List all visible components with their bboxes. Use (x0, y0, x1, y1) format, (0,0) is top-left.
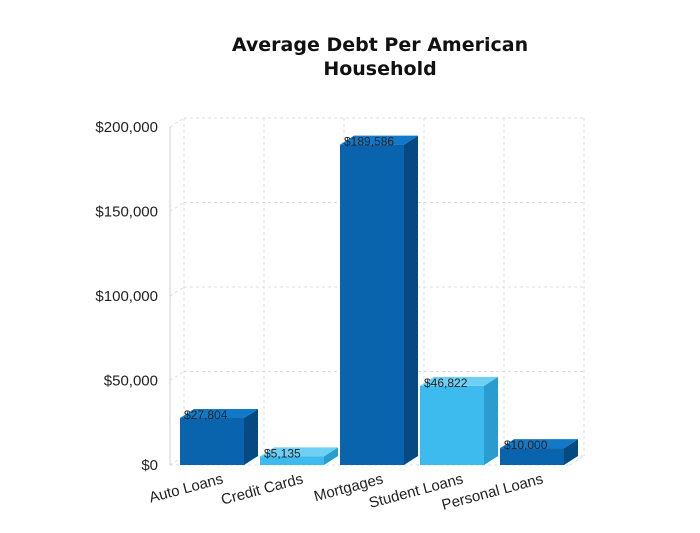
y-tick-label: $50,000 (104, 373, 158, 390)
gridline-depth (169, 371, 185, 381)
bar-personal-loans (500, 439, 578, 465)
bar-front (180, 418, 244, 465)
bar-top (260, 447, 338, 457)
y-tick-label: $0 (141, 457, 158, 474)
data-label: $10,000 (504, 438, 548, 452)
x-tick-label: Auto Loans (147, 470, 225, 506)
gridline-depth (169, 286, 185, 297)
bar-top (500, 439, 578, 449)
bar-side (484, 376, 498, 465)
bar-side (244, 409, 258, 465)
y-tick-label: $100,000 (95, 288, 158, 305)
floor-side (569, 455, 585, 466)
bar-credit-cards (260, 447, 338, 465)
gridline-depth (169, 117, 185, 128)
bar-top (420, 376, 498, 386)
y-tick-label: $150,000 (95, 204, 158, 221)
data-label: $46,822 (424, 376, 468, 390)
gridline-depth (169, 202, 185, 212)
bar-front (260, 456, 324, 465)
data-label: $5,135 (264, 446, 301, 460)
data-labels: $27,804 $5,135 $189,586 $46,822 $10,000 (184, 135, 548, 461)
data-label: $189,586 (344, 135, 394, 149)
bar-side (564, 439, 578, 465)
chart-title-line-1: Average Debt Per American (232, 34, 528, 56)
bar-top (180, 409, 258, 419)
data-label: $27,804 (184, 408, 228, 422)
y-tick-label: $200,000 (95, 119, 158, 136)
bar-mortgages (340, 135, 418, 465)
bars (180, 135, 578, 465)
bar-student-loans (420, 376, 498, 465)
axes: $0 $50,000 $100,000 $150,000 $200,000 (95, 119, 171, 474)
x-tick-label: Credit Cards (219, 470, 305, 508)
bar-top (340, 135, 418, 145)
bar-front (340, 144, 404, 465)
chart-title-line-2: Household (323, 58, 436, 80)
bar-front (420, 385, 484, 465)
bar-auto-loans (180, 409, 258, 465)
bar-front (500, 448, 564, 465)
bar-side (324, 447, 338, 465)
bar-side (404, 135, 418, 465)
